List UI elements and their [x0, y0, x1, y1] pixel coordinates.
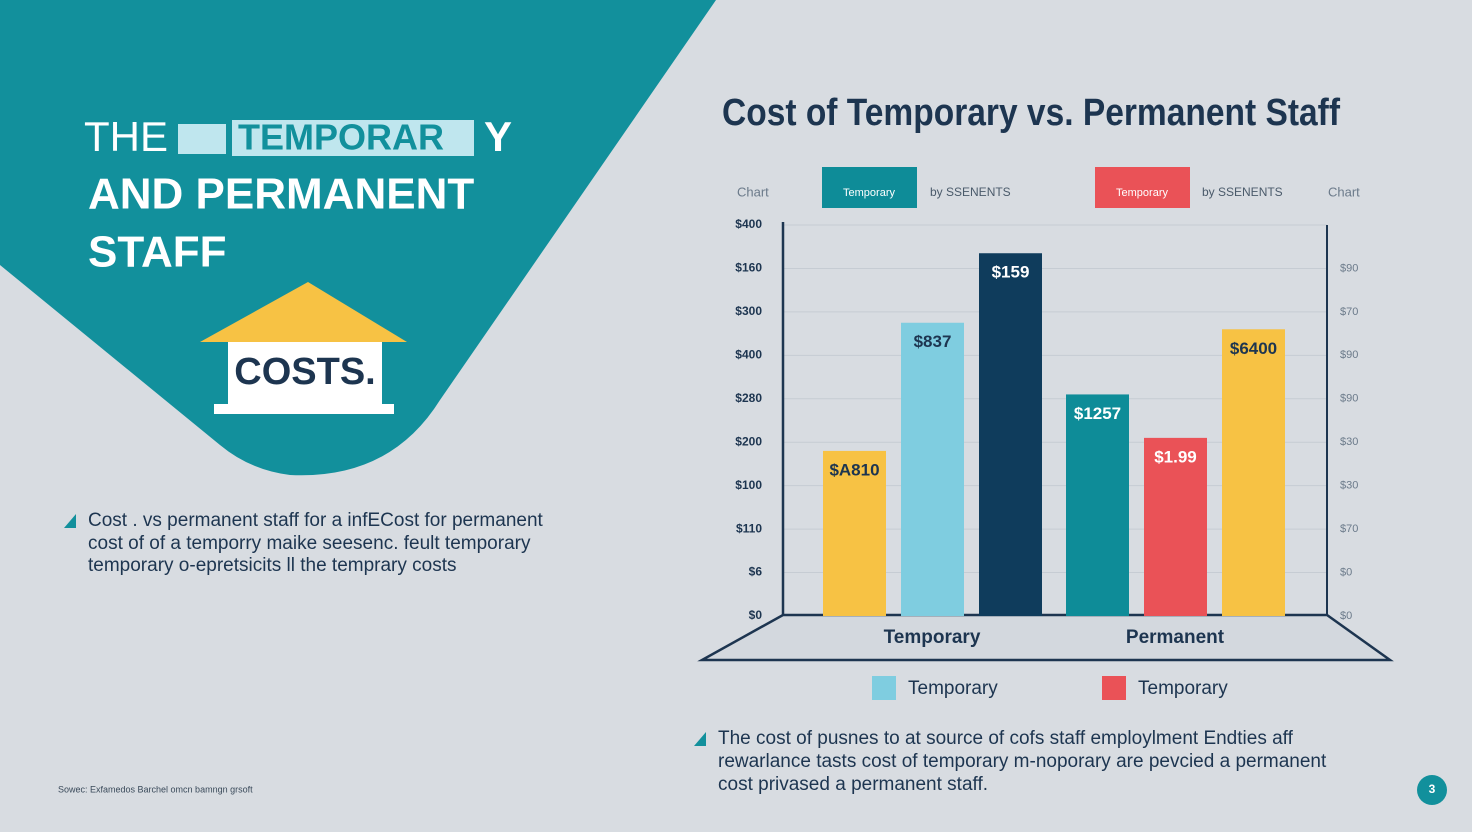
roof	[200, 282, 407, 342]
chart-floor	[697, 613, 1394, 662]
body-text: cost of of a temporry maike seesenc. feu…	[88, 533, 531, 554]
badge-base	[214, 404, 394, 414]
teal-panel	[0, 0, 716, 476]
header-item: Chart	[1328, 184, 1360, 199]
y2-tick-label: $30	[1340, 480, 1358, 492]
bar-label: $1.99	[1154, 447, 1197, 466]
legend-label: Temporary	[908, 678, 998, 699]
y2-tick-label: $70	[1340, 306, 1358, 318]
bar	[1144, 437, 1207, 616]
y-tick-label: $400	[735, 348, 762, 362]
header-item: Chart	[737, 184, 769, 199]
page-number: 3	[1429, 782, 1436, 796]
body-text: The cost of pusnes to at source of cofs …	[718, 728, 1294, 749]
y2-tick-label: $0	[1340, 566, 1352, 578]
bar	[1222, 329, 1285, 616]
bar	[979, 253, 1042, 616]
y-tick-label: $0	[749, 608, 763, 622]
y2-tick-label: $90	[1340, 349, 1358, 361]
y-tick-label: $400	[735, 217, 762, 231]
header-item: Temporary	[843, 187, 895, 199]
bar-label: $1257	[1074, 404, 1121, 423]
heading-line: AND PERMANENT	[88, 170, 474, 219]
bar	[823, 450, 886, 616]
y2-tick-label: $90	[1340, 262, 1358, 274]
header-item: by SSENENTS	[930, 185, 1011, 199]
y-tick-label: $300	[735, 304, 762, 318]
x-tick-label: Permanent	[1126, 627, 1225, 648]
badge-text: COSTS.	[234, 351, 375, 393]
legend-swatch	[1102, 676, 1126, 700]
badge-box	[228, 342, 382, 404]
body-text: cost privased a permanent staff.	[718, 774, 988, 795]
legend-swatch	[872, 676, 896, 700]
bar	[1066, 394, 1129, 616]
y-tick-label: $280	[735, 391, 762, 405]
body-text: rewarlance tasts cost of temporary m-nop…	[718, 751, 1327, 772]
y2-tick-label: $90	[1340, 393, 1358, 405]
bar-label: $6400	[1230, 339, 1277, 358]
bullet	[694, 732, 706, 746]
body-text: temporary o-epretsicits ll the temprary …	[88, 555, 457, 576]
chart-title: Cost of Temporary vs. Permanent Staff	[722, 92, 1340, 134]
heading-line: Y	[484, 113, 512, 160]
bar-label: $837	[914, 332, 952, 351]
y-tick-label: $200	[735, 434, 762, 448]
heading-line: STAFF	[88, 228, 227, 277]
y2-tick-label: $30	[1340, 436, 1358, 448]
bar-label: $A810	[829, 460, 879, 479]
y-tick-label: $110	[736, 521, 762, 535]
people-icon	[178, 124, 226, 154]
heading-highlight	[232, 120, 474, 156]
page-badge	[1417, 775, 1447, 805]
y-tick-label: $6	[749, 565, 763, 579]
y-tick-label: $160	[735, 261, 762, 275]
y2-tick-label: $0	[1340, 610, 1352, 622]
bullet	[64, 514, 76, 528]
y-tick-label: $100	[735, 478, 762, 492]
body-text: Cost . vs permanent staff for a infECost…	[88, 510, 544, 531]
heading-line: THE	[84, 113, 168, 160]
header-item: Temporary	[1116, 187, 1168, 199]
header-chip	[1095, 167, 1190, 208]
legend-label: Temporary	[1138, 678, 1228, 699]
bar	[901, 322, 964, 616]
header-chip	[822, 167, 917, 208]
header-item: by SSENENTS	[1202, 185, 1283, 199]
y2-tick-label: $70	[1340, 523, 1358, 535]
heading-line: TEMPORAR	[238, 117, 444, 158]
source: Sowec: Exfamedos Barchel omcn bamngn grs…	[58, 784, 253, 794]
bar-label: $159	[992, 263, 1030, 282]
x-tick-label: Temporary	[884, 627, 981, 648]
